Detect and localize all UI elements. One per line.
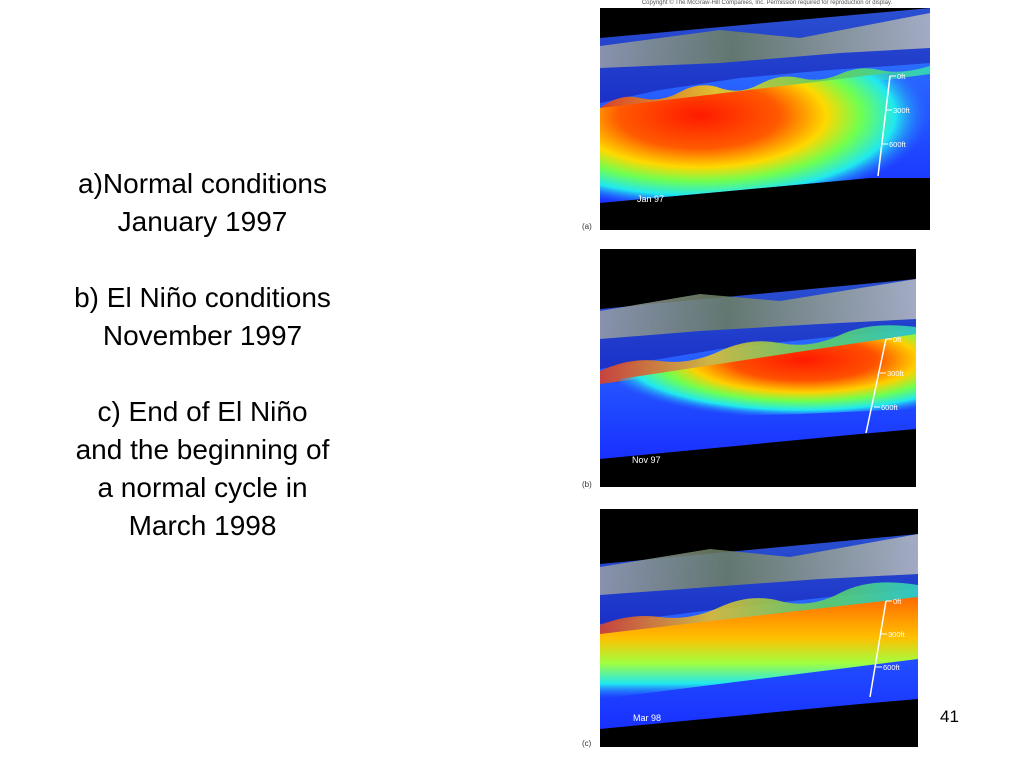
caption-c-line-4: March 1998 bbox=[128, 510, 277, 541]
caption-c-line-1: c) End of El Niño bbox=[97, 396, 308, 427]
panel-b-depth-0: 0ft bbox=[893, 335, 902, 344]
panel-a: 0ft 300ft 600ft Jan 97 (a) bbox=[580, 8, 932, 236]
panel-b-label: (b) bbox=[582, 480, 592, 489]
panel-c-depth-0: 0ft bbox=[893, 597, 902, 606]
panel-c-depth-300: 300ft bbox=[888, 630, 906, 639]
panel-a-depth-0: 0ft bbox=[897, 72, 906, 81]
caption-c: c) End of El Niño and the beginning of a… bbox=[30, 393, 375, 545]
panel-c-depth-600: 600ft bbox=[883, 663, 901, 672]
panel-a-visual: 0ft 300ft 600ft Jan 97 bbox=[600, 8, 930, 230]
caption-b-line-1: b) El Niño conditions bbox=[74, 282, 331, 313]
panel-b-depth-600: 600ft bbox=[881, 403, 899, 412]
panel-b-image: 0ft 300ft 600ft Nov 97 bbox=[600, 249, 916, 487]
caption-a-line-1: a)Normal conditions bbox=[78, 168, 327, 199]
panel-c-date: Mar 98 bbox=[633, 713, 661, 723]
caption-c-line-2: and the beginning of bbox=[75, 434, 330, 465]
copyright-notice: Copyright © The McGraw-Hill Companies, I… bbox=[641, 0, 893, 6]
panel-a-depth-600: 600ft bbox=[889, 140, 907, 149]
panel-b-date: Nov 97 bbox=[632, 455, 661, 465]
caption-block: a)Normal conditions January 1997 b) El N… bbox=[30, 165, 375, 545]
panel-b-depth-300: 300ft bbox=[887, 369, 905, 378]
panel-a-date: Jan 97 bbox=[637, 194, 664, 204]
panel-c-label: (c) bbox=[582, 739, 592, 748]
panel-c-image: 0ft 300ft 600ft Mar 98 bbox=[600, 509, 918, 747]
panel-b: 0ft 300ft 600ft Nov 97 (b) bbox=[580, 249, 920, 491]
caption-b: b) El Niño conditions November 1997 bbox=[30, 279, 375, 355]
panel-a-depth-300: 300ft bbox=[893, 106, 911, 115]
caption-a: a)Normal conditions January 1997 bbox=[30, 165, 375, 241]
panel-c: 0ft 300ft 600ft Mar 98 (c) bbox=[580, 509, 920, 753]
caption-b-line-2: November 1997 bbox=[102, 320, 303, 351]
panel-c-visual: 0ft 300ft 600ft Mar 98 bbox=[600, 509, 918, 747]
page-number: 41 bbox=[940, 707, 959, 726]
caption-c-line-3: a normal cycle in bbox=[97, 472, 308, 503]
panel-a-image: 0ft 300ft 600ft Jan 97 bbox=[600, 8, 930, 230]
panel-a-label: (a) bbox=[582, 222, 592, 231]
panel-b-visual: 0ft 300ft 600ft Nov 97 bbox=[600, 249, 916, 487]
caption-a-line-2: January 1997 bbox=[117, 206, 288, 237]
